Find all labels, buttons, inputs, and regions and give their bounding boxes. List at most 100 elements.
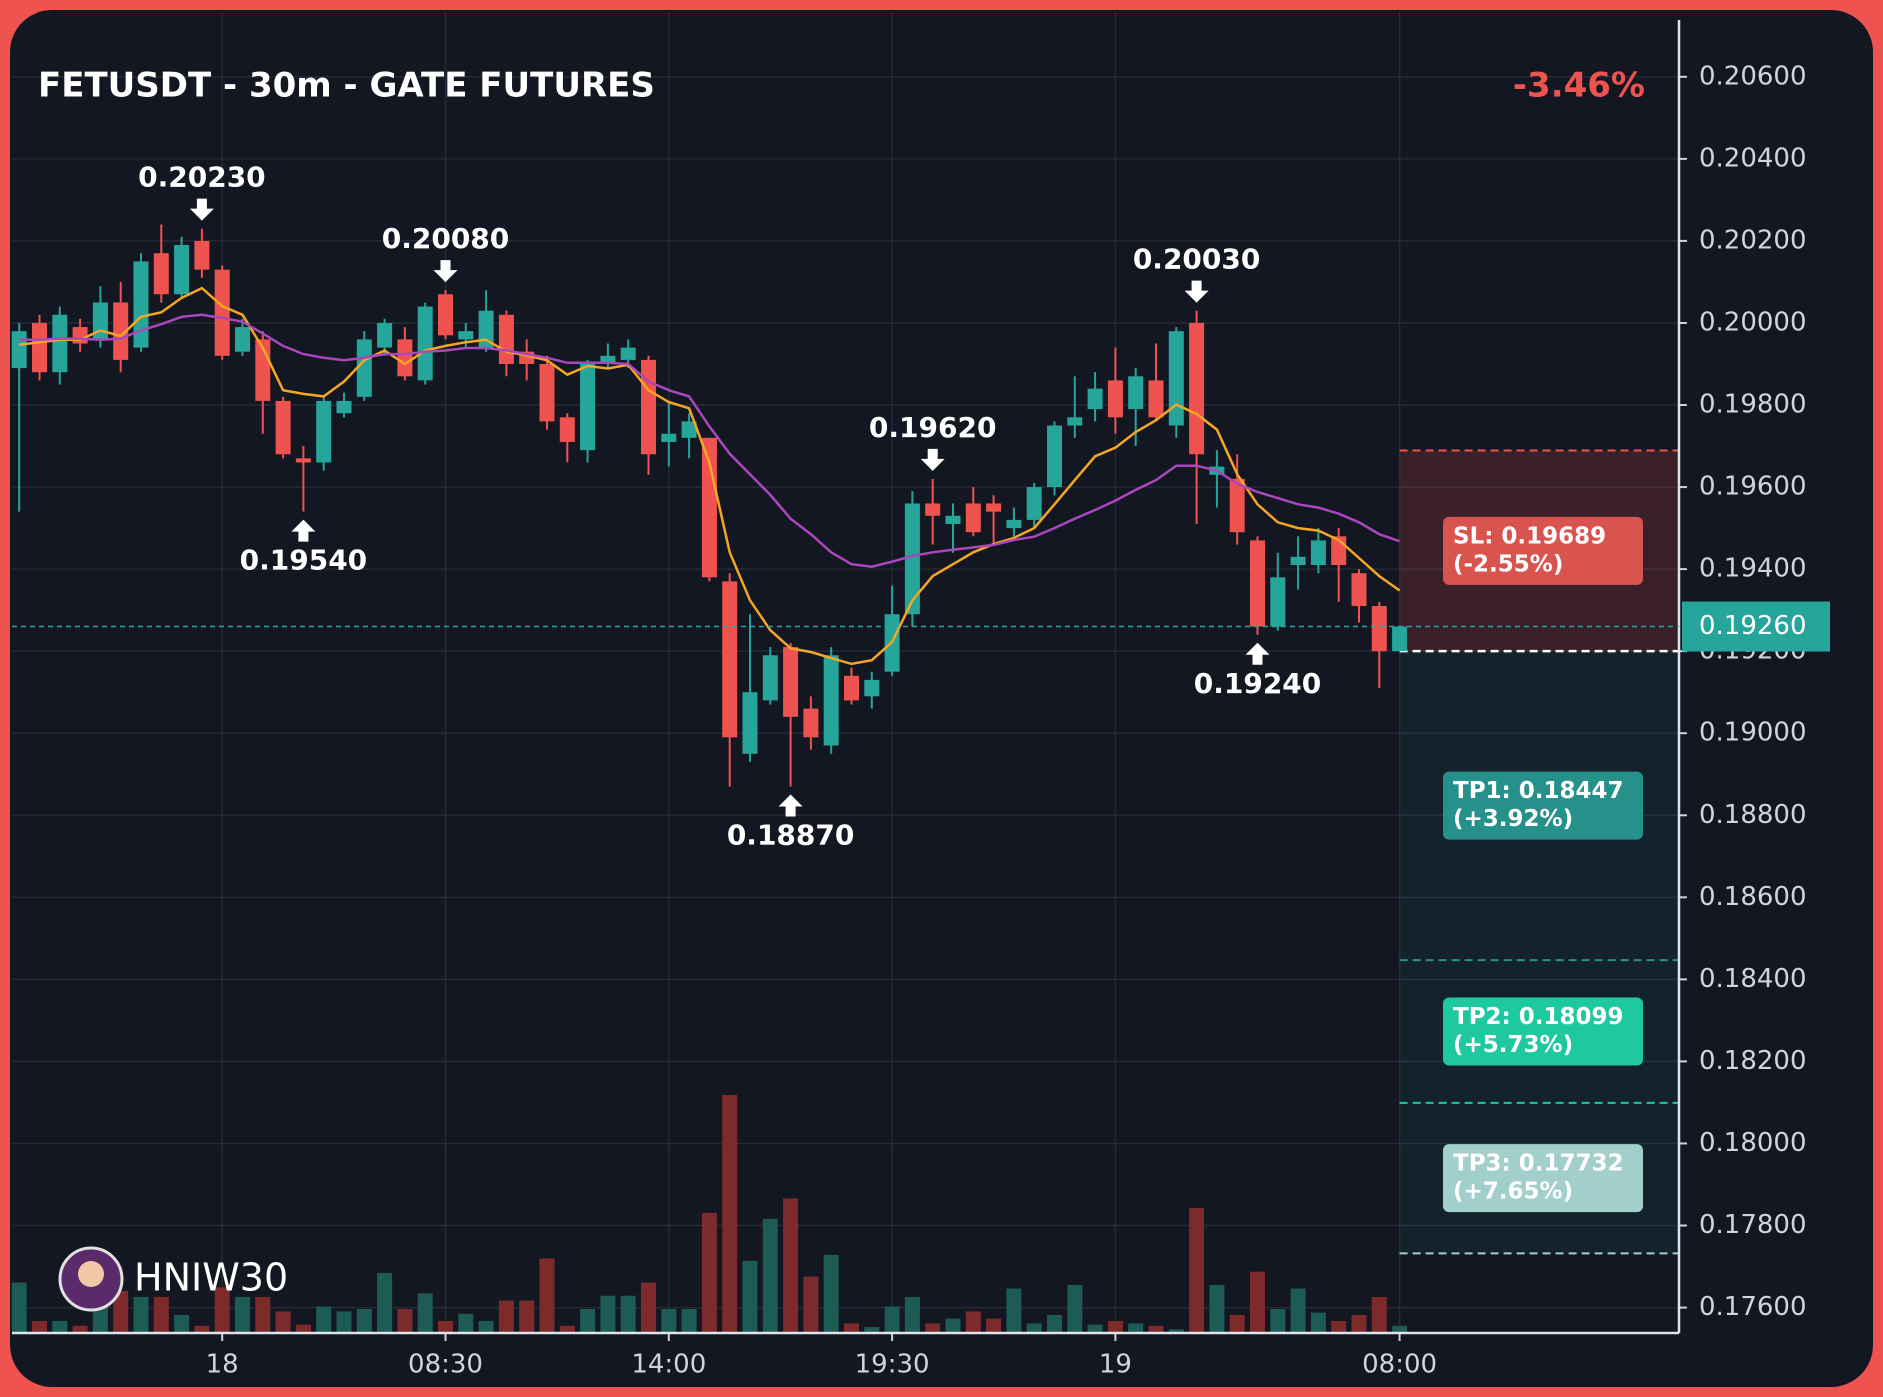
volume-bar xyxy=(945,1318,961,1333)
candle-body xyxy=(1392,626,1408,652)
volume-bar xyxy=(580,1308,596,1333)
annotation-label: 0.20080 xyxy=(382,222,510,255)
x-tick-label: 19 xyxy=(1099,1350,1132,1380)
volume-bar xyxy=(1229,1314,1245,1333)
watermark: HNIW30 xyxy=(58,1246,288,1312)
candle-body xyxy=(356,339,372,397)
candle-body xyxy=(580,363,596,451)
candle-body xyxy=(1290,556,1306,566)
candle-body xyxy=(1006,519,1022,529)
x-tick-label: 08:30 xyxy=(408,1350,483,1380)
candle-body xyxy=(600,355,616,364)
volume-bar xyxy=(235,1296,250,1333)
candle-body xyxy=(681,421,697,438)
candle-body xyxy=(1351,573,1367,607)
volume-bar xyxy=(1371,1296,1387,1333)
candle-body xyxy=(32,322,47,373)
annotation-label: 0.19540 xyxy=(240,544,368,577)
annotation-label: 0.20030 xyxy=(1133,243,1261,276)
volume-bar xyxy=(600,1295,616,1333)
volume-bar xyxy=(113,1290,129,1333)
volume-bar xyxy=(965,1311,981,1333)
volume-bar xyxy=(1006,1288,1022,1333)
candle-body xyxy=(214,269,230,356)
volume-bar xyxy=(194,1325,210,1333)
last-price-label: 0.19260 xyxy=(1699,611,1807,641)
candles xyxy=(11,224,1408,787)
volume-bar xyxy=(275,1311,291,1333)
y-tick-label: 0.17800 xyxy=(1699,1210,1807,1240)
candle-body xyxy=(1107,380,1123,418)
candle-body xyxy=(864,679,880,697)
volume-bar xyxy=(1392,1325,1408,1333)
y-tick-label: 0.18000 xyxy=(1699,1128,1807,1158)
arrow-down xyxy=(1184,280,1209,303)
candle-body xyxy=(397,339,413,377)
candle-body xyxy=(1229,478,1245,533)
volume-bar xyxy=(255,1296,271,1333)
volume-bar xyxy=(681,1308,697,1333)
y-tick-label: 0.20000 xyxy=(1699,307,1807,337)
volume-bar xyxy=(742,1260,758,1333)
candle-body xyxy=(458,331,474,340)
volume-bar xyxy=(336,1311,352,1333)
volume-bar xyxy=(1128,1323,1144,1333)
y-tick-label: 0.20200 xyxy=(1699,225,1807,255)
volume-bar xyxy=(1148,1325,1164,1333)
volume-bar xyxy=(641,1282,656,1333)
volume-bar xyxy=(295,1324,311,1333)
y-tick-label: 0.19600 xyxy=(1699,472,1807,502)
candle-body xyxy=(316,400,332,463)
arrow-up xyxy=(1245,642,1270,665)
last-price-tag xyxy=(1682,601,1830,652)
change: -3.46% xyxy=(1513,66,1645,106)
candle-body xyxy=(52,314,68,373)
volume-bar xyxy=(1189,1207,1205,1333)
x-tick-label: 14:00 xyxy=(631,1350,706,1380)
moving-average xyxy=(19,313,1401,568)
volume-bar xyxy=(762,1218,778,1333)
candle-body xyxy=(1310,540,1326,566)
volume-bar xyxy=(1107,1320,1123,1333)
watermark-text: HNIW30 xyxy=(134,1256,288,1300)
volume-bar xyxy=(1250,1271,1265,1333)
candle-body xyxy=(539,363,555,422)
annotation-label: 0.19620 xyxy=(869,411,997,444)
candle-body xyxy=(1026,487,1042,520)
candle-body xyxy=(965,503,981,533)
volume-bar xyxy=(539,1258,555,1333)
candle-body xyxy=(92,302,108,340)
candle-body xyxy=(1087,388,1103,410)
candle-body xyxy=(336,400,352,414)
volume-bar xyxy=(397,1308,413,1333)
candle-body xyxy=(1168,331,1184,426)
level-change: (-2.55%) xyxy=(1453,551,1563,577)
candle-body xyxy=(174,245,190,295)
candle-body xyxy=(133,261,149,348)
y-tick-label: 0.19800 xyxy=(1699,390,1807,420)
volume-bar xyxy=(884,1306,900,1333)
volume-bar xyxy=(1270,1308,1286,1333)
level-label: TP3: 0.17732 xyxy=(1453,1151,1624,1177)
level-box xyxy=(1443,1144,1643,1213)
y-tick-label: 0.18600 xyxy=(1699,882,1807,912)
axes: 0.20600 0.20400 0.20200 0.20000 0.19800 0.196… xyxy=(12,20,1830,1380)
candle-body xyxy=(925,503,941,516)
y-tick-label: 0.18800 xyxy=(1699,800,1807,830)
candle-body xyxy=(113,302,129,360)
arrow-down xyxy=(189,198,214,221)
candle-body xyxy=(783,647,799,717)
volume-bar xyxy=(72,1325,88,1333)
arrow-up xyxy=(778,794,803,817)
level-change: (+3.92%) xyxy=(1453,806,1573,832)
arrow-down xyxy=(433,260,458,283)
candle-body xyxy=(742,692,758,754)
level-box xyxy=(1443,771,1643,840)
volume-bar xyxy=(438,1320,453,1333)
candle-body xyxy=(722,581,738,738)
candle-body xyxy=(904,503,920,615)
volume-bar xyxy=(701,1212,717,1333)
volume-bar xyxy=(844,1323,859,1333)
volume xyxy=(11,1095,1408,1333)
